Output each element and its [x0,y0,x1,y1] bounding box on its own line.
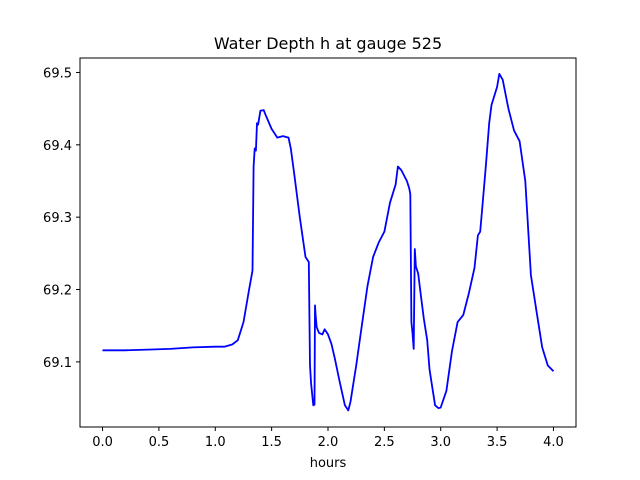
y-tick-label: 69.2 [43,284,72,299]
x-axis-label: hours [310,456,347,471]
chart-title: Water Depth h at gauge 525 [214,34,442,53]
series-line [102,73,555,412]
y-tick-label: 69.5 [43,66,72,81]
x-tick-label: 0.5 [149,435,170,450]
x-tick-label: 4.0 [543,435,564,450]
y-tick-label: 69.3 [43,211,72,226]
x-tick-label: 3.0 [430,435,451,450]
y-tick-label: 69.1 [43,356,72,371]
y-tick-label: 69.4 [43,139,72,154]
x-tick-label: 0.0 [92,435,113,450]
x-axis: 0.0 0.5 1.0 1.5 2.0 2.5 3.0 3.5 4.0 [92,427,564,450]
x-tick-label: 2.5 [374,435,395,450]
x-tick-label: 1.0 [205,435,226,450]
x-tick-label: 2.0 [318,435,339,450]
x-tick-label: 3.5 [487,435,508,450]
plot-area [102,73,555,412]
y-axis: 69.1 69.2 69.3 69.4 69.5 [43,66,80,371]
x-tick-label: 1.5 [261,435,282,450]
plot-frame [79,57,577,428]
